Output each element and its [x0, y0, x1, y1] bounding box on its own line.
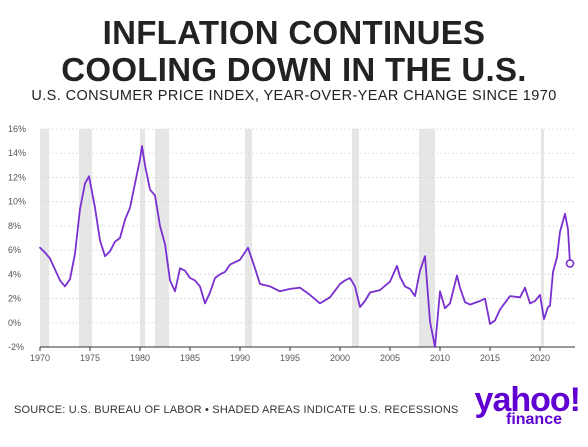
- recession-band-5: [352, 129, 359, 347]
- cpi-line-chart: -2%0%2%4%6%8%10%12%14%16% 1970 1975 1980 19…: [8, 124, 575, 363]
- cpi-series: [39, 145, 575, 348]
- recession-band-0: [40, 129, 49, 347]
- logo-sub: finance: [505, 411, 562, 428]
- recession-band-3: [155, 129, 169, 347]
- x-tick-label-10: 2020: [530, 353, 550, 363]
- chart-title: INFLATION CONTINUES COOLING DOWN IN THE …: [0, 14, 588, 88]
- x-tick-label-3: 1985: [180, 353, 200, 363]
- x-tick-label-5: 1995: [280, 353, 300, 363]
- chart-subtitle: U.S. CONSUMER PRICE INDEX, YEAR-OVER-YEA…: [31, 88, 557, 104]
- x-tick-label-1: 1975: [80, 353, 100, 363]
- x-tick-label-4: 1990: [230, 353, 250, 363]
- y-axis-tick-labels: -2% 0% 2% 4% 6% 8% 10% 12% 14% 16%: [8, 124, 26, 352]
- recession-bands: [40, 129, 544, 347]
- yahoo-finance-logo: yahoo! finance: [462, 381, 581, 428]
- y-tick-label-7: 12%: [8, 172, 26, 182]
- y-tick-label-9: 16%: [8, 124, 26, 134]
- logo-brand: yahoo!: [474, 381, 581, 419]
- recession-band-7: [541, 129, 544, 347]
- title-line-1: INFLATION CONTINUES: [102, 14, 486, 51]
- y-tick-label-5: 8%: [8, 221, 21, 231]
- title-line-2: COOLING DOWN IN THE U.S.: [61, 51, 527, 88]
- y-tick-label-2: 2%: [8, 294, 21, 304]
- y-tick-label-1: 0%: [8, 318, 21, 328]
- recession-band-4: [245, 129, 252, 347]
- x-axis: 1970 1975 1980 1985 1990 1995 2000 2005 2010 2015…: [30, 346, 575, 363]
- x-tick-label-2: 1980: [130, 353, 150, 363]
- y-tick-label-6: 10%: [8, 197, 26, 207]
- cpi-line: [39, 145, 571, 348]
- recession-band-6: [419, 129, 435, 347]
- x-tick-label-8: 2010: [430, 353, 450, 363]
- y-tick-label-4: 6%: [8, 245, 21, 255]
- y-tick-label-8: 14%: [8, 148, 26, 158]
- source-note: SOURCE: U.S. BUREAU OF LABOR • SHADED AR…: [14, 404, 459, 416]
- x-tick-label-0: 1970: [30, 353, 50, 363]
- recession-band-1: [79, 129, 92, 347]
- latest-point-marker: [565, 259, 575, 268]
- recession-band-2: [140, 129, 145, 347]
- y-tick-label-0: -2%: [8, 342, 24, 352]
- x-tick-label-6: 2000: [330, 353, 350, 363]
- y-tick-label-3: 4%: [8, 269, 21, 279]
- x-tick-label-9: 2015: [480, 353, 500, 363]
- x-tick-label-7: 2005: [380, 353, 400, 363]
